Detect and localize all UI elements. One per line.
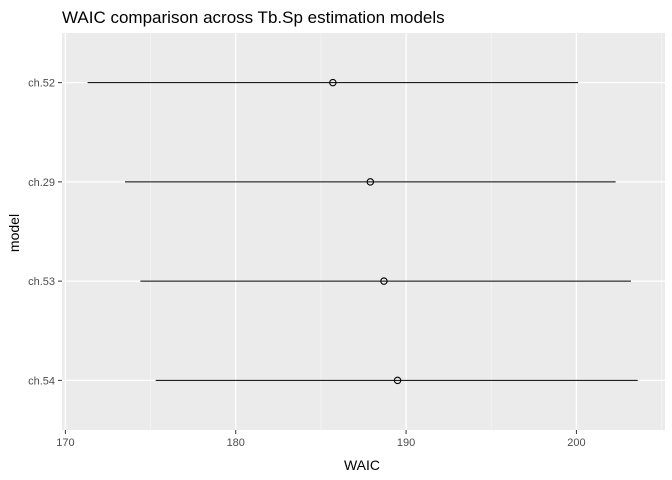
axis-layer: 170 180 190 200 ch.52 ch.29 ch.53 ch.54 <box>28 78 586 449</box>
y-tick-label: ch.53 <box>28 276 55 288</box>
waic-point <box>329 78 337 87</box>
y-tick-label: ch.29 <box>28 177 55 189</box>
y-tick-label: ch.52 <box>28 78 55 90</box>
waic-point <box>366 178 375 186</box>
chart-title: WAIC comparison across Tb.Sp estimation … <box>62 8 445 27</box>
waic-point <box>393 376 402 385</box>
y-tick-label: ch.54 <box>28 375 55 387</box>
marks-layer <box>87 78 638 385</box>
x-tick-label: 190 <box>397 437 415 449</box>
x-tick-label: 180 <box>227 437 245 449</box>
waic-point <box>380 277 388 285</box>
plot-panel <box>62 33 665 430</box>
x-tick-label: 170 <box>56 437 74 449</box>
y-axis-title: model <box>6 214 22 252</box>
x-tick-label: 200 <box>567 437 585 449</box>
x-axis-title: WAIC <box>344 457 380 473</box>
